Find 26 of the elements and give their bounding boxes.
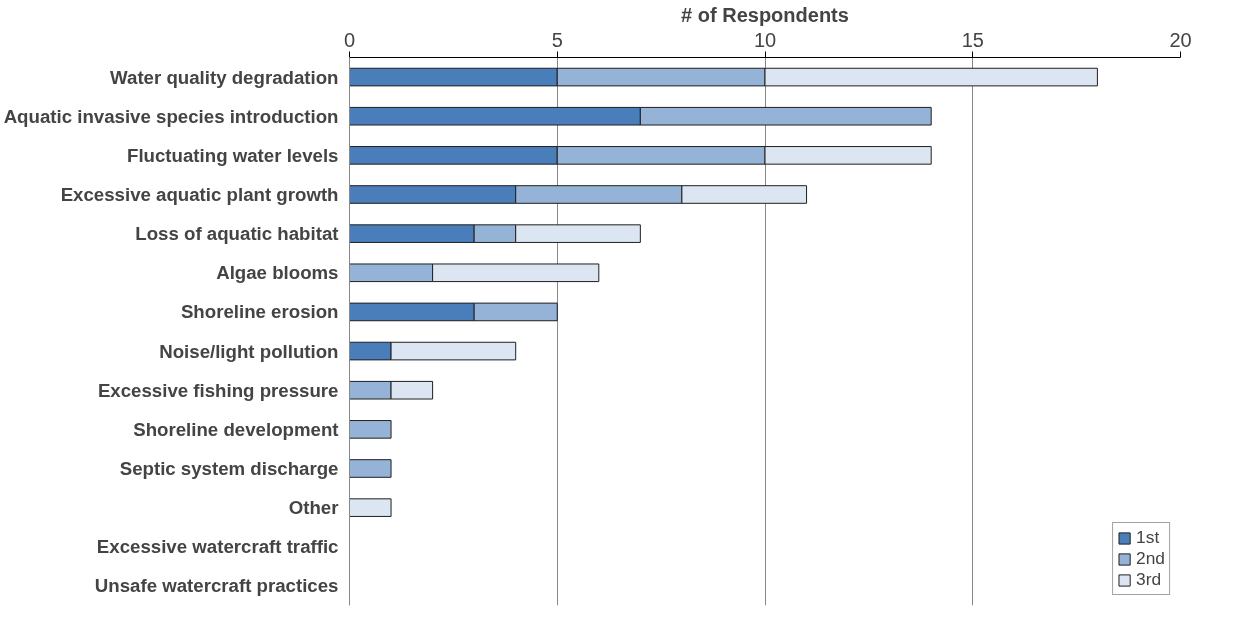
- y-tick-label: Fluctuating water levels: [127, 144, 339, 166]
- y-tick-label: Excessive fishing pressure: [97, 379, 339, 401]
- legend-label: 1st: [1136, 527, 1160, 548]
- y-tick-label: Shoreline erosion: [180, 301, 339, 323]
- x-tick-label: 20: [1169, 28, 1192, 51]
- y-tick-label: Noise/light pollution: [159, 340, 339, 362]
- legend-label: 2nd: [1136, 548, 1165, 569]
- x-tick-label: 10: [753, 28, 777, 51]
- bar: [349, 420, 392, 439]
- y-tick-label: Aquatic invasive species introduction: [3, 105, 339, 127]
- x-tick-label: 0: [343, 28, 356, 51]
- y-tick-label: Septic system discharge: [119, 458, 339, 479]
- bar: [349, 498, 392, 517]
- y-tick-label: Algae blooms: [216, 262, 339, 284]
- y-tick-label: Unsafe watercraft practices: [94, 575, 339, 597]
- bar: [349, 459, 392, 478]
- x-axis-title: # of Respondents: [681, 3, 849, 26]
- y-tick-label: Water quality degradation: [110, 66, 339, 88]
- x-tick-label: 15: [961, 28, 984, 51]
- x-tick-label: 5: [551, 28, 563, 51]
- y-tick-label: Other: [288, 497, 339, 519]
- y-tick-label: Shoreline development: [133, 418, 339, 440]
- y-tick-label: Excessive watercraft traffic: [96, 536, 339, 558]
- y-tick-label: Excessive aquatic plant growth: [60, 184, 339, 205]
- y-tick-label: Loss of aquatic habitat: [135, 223, 339, 245]
- legend-label: 3rd: [1136, 569, 1162, 590]
